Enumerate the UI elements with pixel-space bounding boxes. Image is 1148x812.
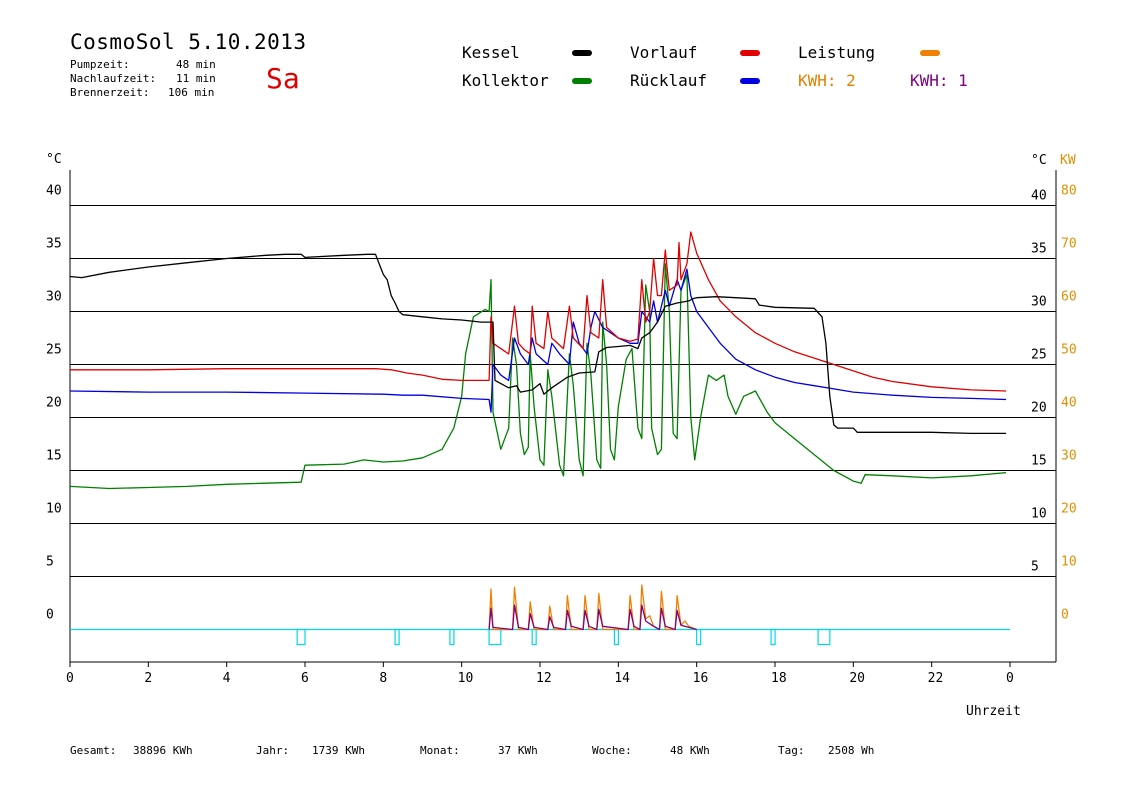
y-tick-label-right: 35 (1031, 242, 1047, 257)
legend-leistung-label: Leistung (798, 43, 876, 62)
x-tick-label: 0 (1006, 671, 1014, 686)
pumpzeit-value: 48 min (176, 58, 216, 71)
pump-pulse (488, 628, 502, 646)
x-tick-label: 2 (144, 671, 152, 686)
pump-pulse (696, 628, 702, 646)
y-tick-label-left: 15 (46, 449, 62, 464)
y-tick-label-power: 80 (1061, 184, 1077, 199)
y-tick-label-left: 10 (46, 502, 62, 517)
brennerzeit-label: Brennerzeit: (70, 86, 150, 99)
y-tick-label-right: 40 (1031, 189, 1047, 204)
weekday-label: Sa (266, 62, 300, 95)
series-line-kollektor (69, 263, 1007, 490)
gesamt-value: 38896 KWh (133, 744, 193, 757)
legend-vorlauf-swatch (740, 50, 760, 56)
woche-value: 48 KWh (670, 744, 710, 757)
pump-pulse (296, 628, 306, 646)
series-line-kwh-1 (488, 604, 697, 631)
y-axis-unit-right: °C (1031, 153, 1047, 168)
y-tick-label-right: 20 (1031, 401, 1047, 416)
x-tick-label: 6 (301, 671, 309, 686)
y-tick-label-right: 30 (1031, 295, 1047, 310)
y-tick-label-right: 25 (1031, 348, 1047, 363)
monat-label: Monat: (420, 744, 460, 757)
x-tick-label: 10 (458, 671, 474, 686)
nachlaufzeit-label: Nachlaufzeit: (70, 72, 157, 85)
y-tick-label-left: 20 (46, 396, 62, 411)
legend-ruecklauf-swatch (740, 78, 760, 84)
pumpzeit-label: Pumpzeit: (70, 58, 130, 71)
series-line-r-cklauf (69, 268, 1007, 413)
pump-pulse (613, 628, 620, 646)
y-axis-unit-power: KW (1060, 153, 1076, 168)
legend-kollektor-swatch (572, 78, 592, 84)
x-tick-label: 8 (379, 671, 387, 686)
pump-pulse (394, 628, 400, 646)
tag-value: 2508 Wh (828, 744, 875, 757)
pump-pulse (449, 628, 455, 646)
legend-kollektor-label: Kollektor (462, 71, 549, 90)
tag-label: Tag: (778, 744, 805, 757)
y-tick-label-right: 5 (1031, 560, 1039, 575)
x-tick-label: 14 (614, 671, 630, 686)
legend-kwh1-label: KWH: 1 (910, 71, 968, 90)
y-tick-label-left: 35 (46, 237, 62, 252)
legend-kessel-label: Kessel (462, 43, 520, 62)
legend-leistung-swatch (920, 50, 940, 56)
legend-kessel-swatch (572, 50, 592, 56)
y-tick-label-right: 15 (1031, 454, 1047, 469)
nachlaufzeit-value: 11 min (176, 72, 216, 85)
gesamt-label: Gesamt: (70, 744, 117, 757)
series-line-vorlauf (70, 231, 1007, 392)
y-tick-label-power: 0 (1061, 608, 1069, 623)
pump-pulse (531, 628, 537, 646)
temperature-chart: 0510152025303540510152025303540010203040… (46, 152, 1077, 719)
x-tick-label: 16 (693, 671, 709, 686)
jahr-value: 1739 KWh (312, 744, 365, 757)
y-tick-label-power: 30 (1061, 449, 1077, 464)
x-axis-title: Uhrzeit (966, 704, 1021, 719)
pump-pulse (817, 628, 831, 646)
x-tick-label: 18 (771, 671, 787, 686)
x-tick-label: 4 (223, 671, 231, 686)
legend-kwh2-label: KWH: 2 (798, 71, 856, 90)
y-tick-label-left: 25 (46, 343, 62, 358)
x-tick-label: 22 (928, 671, 944, 686)
legend-vorlauf-label: Vorlauf (630, 43, 698, 62)
y-tick-label-power: 60 (1061, 290, 1077, 305)
y-axis-unit-left: °C (46, 152, 62, 167)
y-tick-label-power: 10 (1061, 555, 1077, 570)
y-tick-label-power: 50 (1061, 343, 1077, 358)
pump-pulse (770, 628, 776, 646)
jahr-label: Jahr: (256, 744, 290, 757)
y-tick-label-left: 30 (46, 290, 62, 305)
y-tick-label-left: 0 (46, 608, 54, 623)
y-tick-label-power: 20 (1061, 502, 1077, 517)
x-tick-label: 12 (536, 671, 552, 686)
woche-label: Woche: (592, 744, 632, 757)
monat-value: 37 KWh (498, 744, 538, 757)
x-tick-label: 0 (66, 671, 74, 686)
series-line-leistung (488, 584, 697, 631)
x-tick-label: 20 (849, 671, 865, 686)
legend-ruecklauf-label: Rücklauf (630, 71, 708, 90)
y-tick-label-left: 5 (46, 555, 54, 570)
y-tick-label-left: 40 (46, 184, 62, 199)
brennerzeit-value: 106 min (168, 86, 215, 99)
y-tick-label-right: 10 (1031, 507, 1047, 522)
y-tick-label-power: 70 (1061, 237, 1077, 252)
page-title: CosmoSol 5.10.2013 (70, 30, 307, 54)
y-tick-label-power: 40 (1061, 396, 1077, 411)
series-line-kessel (69, 253, 1007, 435)
